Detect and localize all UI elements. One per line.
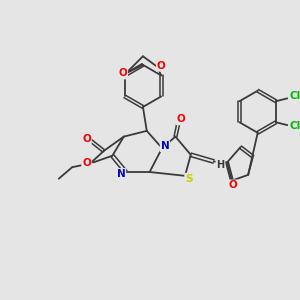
Text: Cl: Cl [290,92,300,101]
Text: N: N [160,141,169,151]
Text: Cl: Cl [290,121,300,131]
Text: N: N [117,169,125,179]
Text: O: O [157,61,166,71]
Text: O: O [82,134,91,145]
Text: O: O [82,158,91,168]
Text: O: O [118,68,127,79]
Text: O: O [177,114,186,124]
Text: S: S [185,174,193,184]
Text: O: O [229,180,237,190]
Text: H: H [216,160,224,170]
